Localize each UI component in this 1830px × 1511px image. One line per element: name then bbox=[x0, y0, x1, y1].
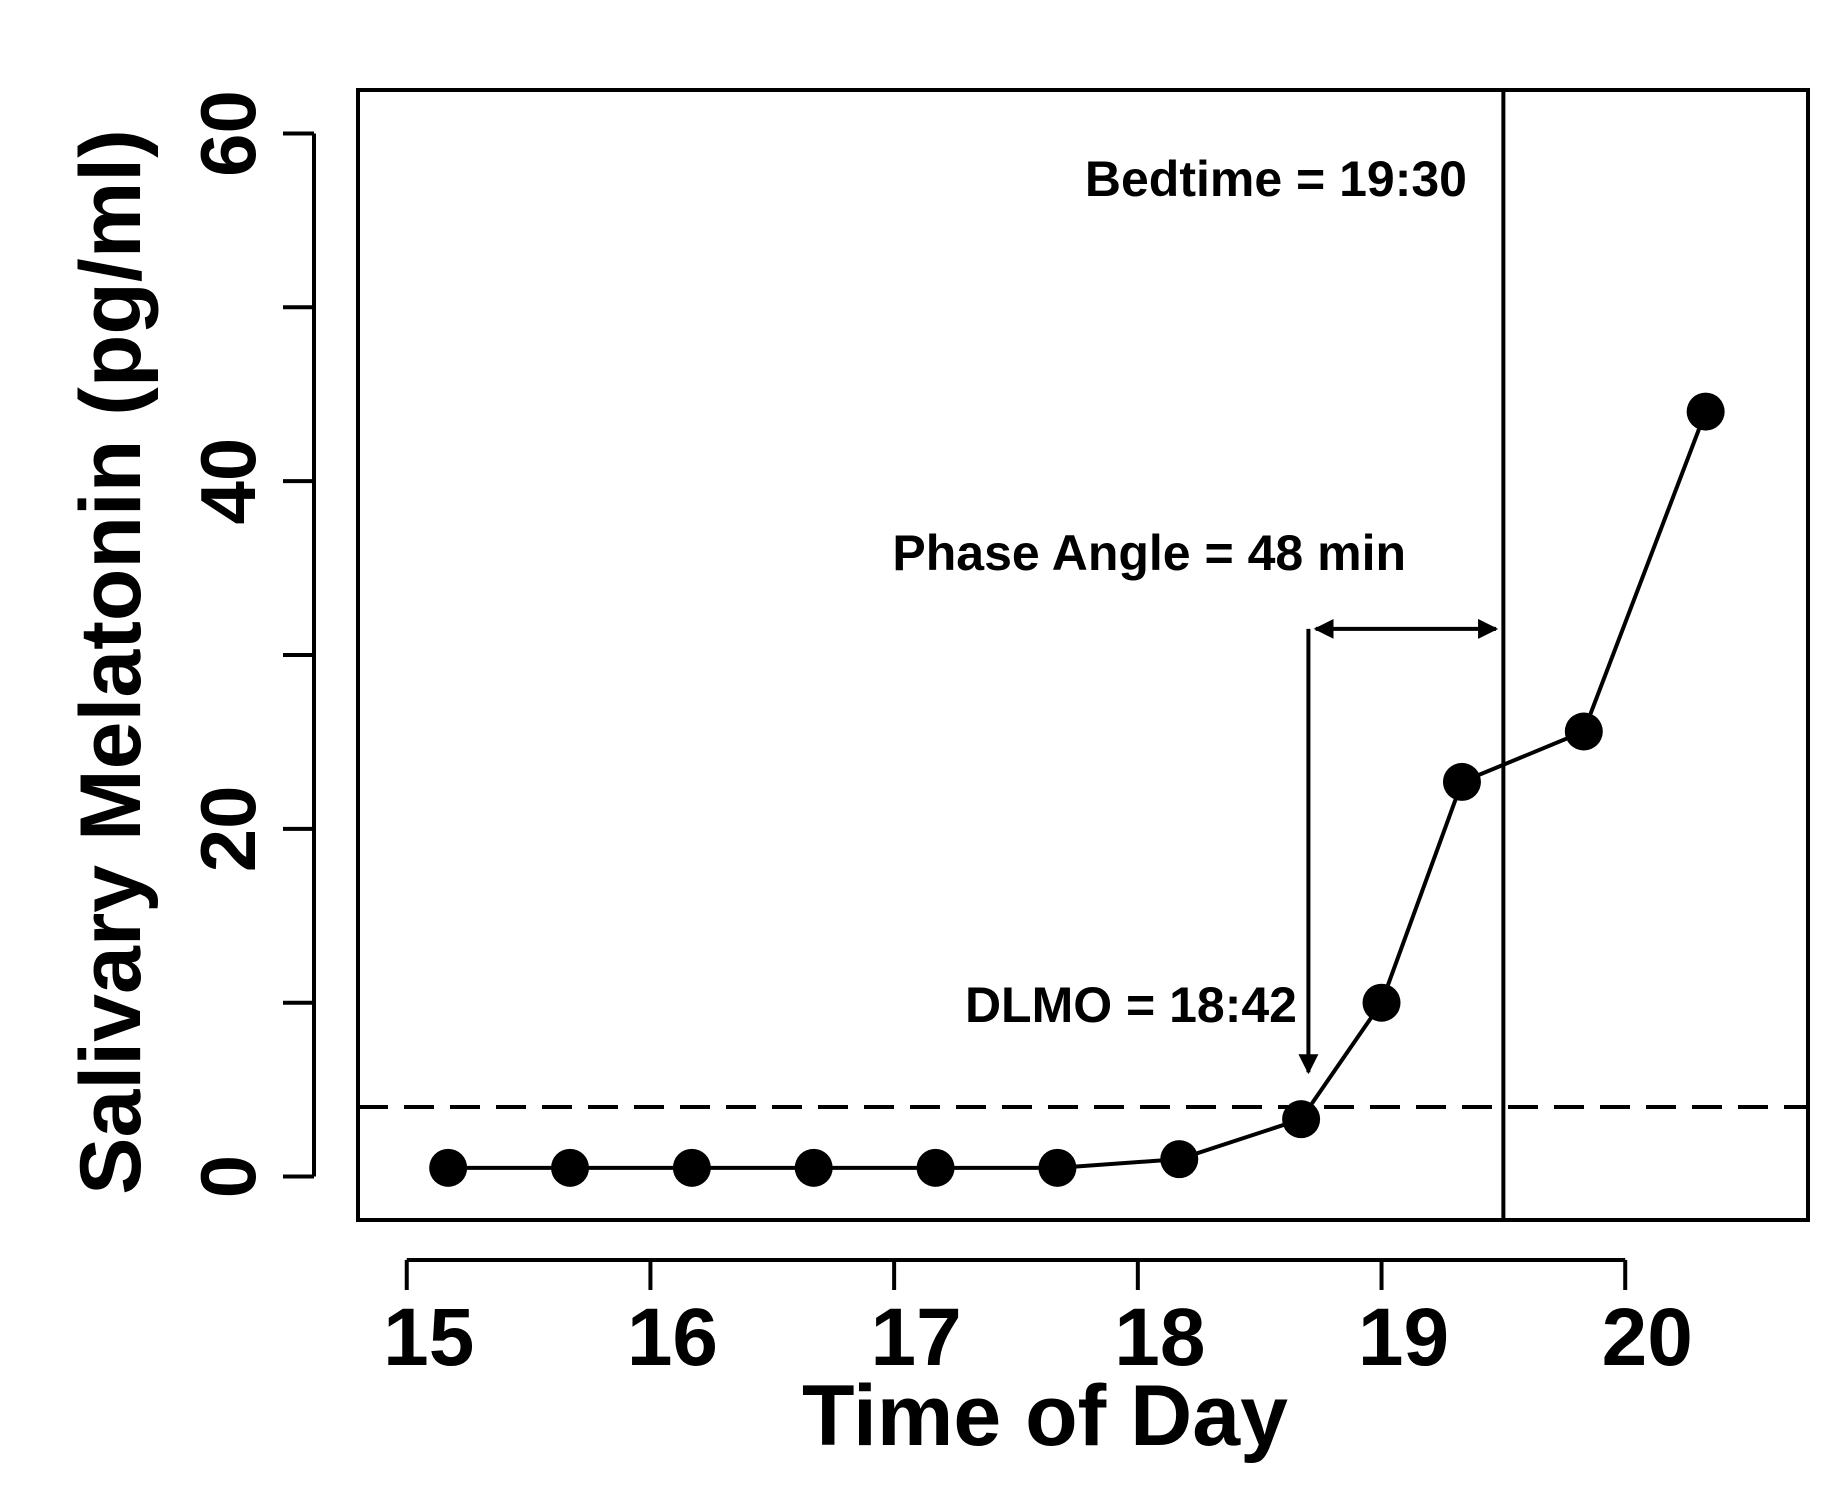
y-axis-label: Salivary Melatonin (pg/ml) bbox=[63, 129, 159, 1195]
x-tick-label: 18 bbox=[1114, 1292, 1205, 1383]
x-tick-label: 17 bbox=[871, 1292, 962, 1383]
y-tick-label: 0 bbox=[184, 1155, 272, 1198]
x-tick-label: 16 bbox=[627, 1292, 718, 1383]
series-line bbox=[448, 410, 1708, 1170]
y-tick-label: 40 bbox=[184, 438, 272, 525]
data-point bbox=[1564, 712, 1603, 751]
bedtime-annotation: Bedtime = 19:30 bbox=[1085, 151, 1467, 207]
data-point bbox=[1038, 1148, 1077, 1187]
x-tick-label: 19 bbox=[1358, 1292, 1449, 1383]
x-axis-label: Time of Day bbox=[802, 1368, 1288, 1464]
phase-angle-annotation: Phase Angle = 48 min bbox=[892, 525, 1406, 581]
y-tick-label: 20 bbox=[184, 785, 272, 872]
data-point bbox=[551, 1148, 590, 1187]
data-point bbox=[1442, 762, 1481, 801]
data-point bbox=[1686, 392, 1725, 431]
dlmo-annotation: DLMO = 18:42 bbox=[965, 977, 1297, 1033]
y-tick-label: 60 bbox=[184, 90, 272, 177]
data-point bbox=[916, 1148, 955, 1187]
data-point bbox=[1362, 983, 1401, 1022]
data-point bbox=[429, 1148, 468, 1187]
data-point bbox=[794, 1148, 833, 1187]
x-tick-label: 20 bbox=[1602, 1292, 1693, 1383]
data-point bbox=[1282, 1100, 1321, 1139]
data-point bbox=[1160, 1140, 1199, 1179]
data-point bbox=[672, 1148, 711, 1187]
plot-frame bbox=[356, 88, 1810, 1222]
x-tick-label: 15 bbox=[383, 1292, 474, 1383]
